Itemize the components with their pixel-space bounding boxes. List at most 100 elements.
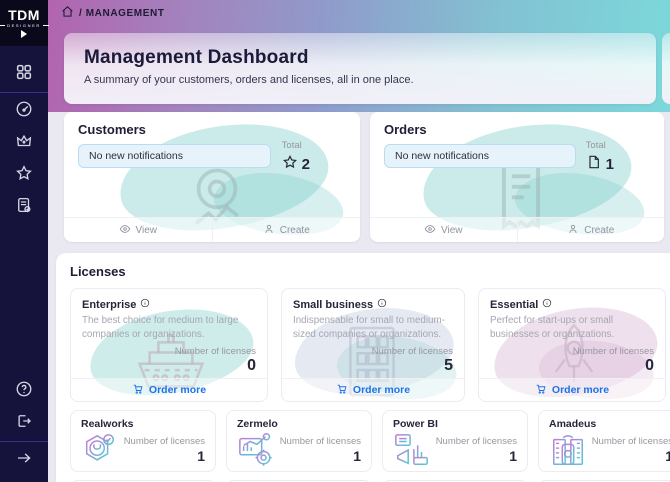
sidebar-divider	[0, 92, 48, 93]
product-card-powerbi[interactable]: Power BI Number of licenses 1	[382, 410, 528, 472]
plan-title-essential: Essential	[490, 298, 654, 311]
plan-description: Indispensable for small to medium-sized …	[293, 315, 445, 340]
sidebar-item-apps[interactable]	[0, 58, 48, 90]
plan-title-text: Essential	[490, 298, 539, 311]
licenses-panel: Licenses Enterprise The best choice for …	[56, 253, 670, 482]
zermelo-icon	[237, 432, 275, 466]
gauge-icon	[15, 100, 33, 123]
customers-view-button[interactable]: View	[64, 218, 212, 242]
next-banner-peek	[662, 33, 670, 104]
order-more-button-enterprise[interactable]: Order more	[71, 378, 267, 401]
document-total-icon	[586, 154, 602, 175]
plan-card-small-business: Small business Indispensable for small t…	[281, 288, 465, 402]
orders-total: Total 1	[586, 140, 614, 175]
page-subtitle: A summary of your customers, orders and …	[84, 74, 414, 86]
customers-card: Customers No new notifications Total 2 V…	[64, 112, 360, 242]
product-count-label: Number of licenses	[435, 436, 517, 447]
product-count-label: Number of licenses	[123, 436, 205, 447]
next-product-row	[70, 480, 670, 482]
product-count-value: 1	[353, 448, 361, 464]
help-button[interactable]	[0, 375, 48, 407]
star-total-icon	[282, 154, 298, 175]
plan-count-value: 0	[645, 357, 654, 374]
product-card-amadeus[interactable]: Amadeus Number of licenses 1	[538, 410, 670, 472]
sidebar-bottom	[0, 375, 48, 476]
help-icon	[15, 380, 33, 403]
product-count-value: 1	[665, 448, 670, 464]
plan-title-enterprise: Enterprise	[82, 298, 256, 311]
orders-view-button[interactable]: View	[370, 218, 517, 242]
customers-view-label: View	[135, 224, 158, 236]
info-icon[interactable]	[377, 298, 387, 311]
orders-create-button[interactable]: Create	[516, 218, 665, 242]
sidebar-item-premium[interactable]	[0, 127, 48, 159]
logo-subtitle: DESIGNER	[0, 23, 49, 28]
product-card-zermelo[interactable]: Zermelo Number of licenses 1	[226, 410, 372, 472]
order-more-label: Order more	[551, 384, 610, 396]
order-more-button-essential[interactable]: Order more	[479, 378, 665, 401]
orders-total-label: Total	[585, 140, 606, 151]
sidebar-item-favorites[interactable]	[0, 159, 48, 191]
app-logo[interactable]: TDM DESIGNER	[0, 0, 48, 46]
product-title: Power BI	[393, 418, 438, 430]
realworks-icon	[81, 432, 119, 466]
product-count-value: 1	[197, 448, 205, 464]
plan-title-text: Small business	[293, 298, 374, 311]
breadcrumb-path[interactable]: / MANAGEMENT	[79, 7, 165, 19]
cart-icon	[535, 383, 547, 398]
plan-count-label: Number of licenses	[572, 346, 654, 357]
order-more-button-small-business[interactable]: Order more	[282, 378, 464, 401]
eye-icon	[119, 223, 131, 238]
license-plans: Enterprise The best choice for medium to…	[70, 288, 668, 402]
product-count-value: 1	[509, 448, 517, 464]
plan-card-enterprise: Enterprise The best choice for medium to…	[70, 288, 268, 402]
orders-notification[interactable]: No new notifications	[384, 144, 576, 168]
order-more-label: Order more	[148, 384, 207, 396]
sidebar-item-dashboard[interactable]	[0, 95, 48, 127]
logo-play-icon	[21, 30, 27, 38]
amadeus-icon	[549, 432, 587, 466]
orders-card-title: Orders	[384, 122, 427, 137]
customers-total: Total 2	[282, 140, 310, 175]
plan-title-small-business: Small business	[293, 298, 453, 311]
product-count-label: Number of licenses	[279, 436, 361, 447]
powerbi-icon	[393, 432, 431, 466]
customers-create-label: Create	[279, 224, 310, 236]
plan-count-label: Number of licenses	[174, 346, 256, 357]
plan-count-value: 5	[444, 357, 453, 374]
product-title: Zermelo	[237, 418, 278, 430]
sidebar-divider-bottom	[0, 441, 48, 442]
collapse-sidebar-button[interactable]	[0, 444, 48, 476]
building-watermark-icon	[330, 315, 414, 401]
plan-count-label: Number of licenses	[371, 346, 453, 357]
star-icon	[15, 164, 33, 187]
cart-icon	[336, 383, 348, 398]
customers-total-value: 2	[301, 156, 310, 173]
main-content: / MANAGEMENT Management Dashboard A summ…	[48, 0, 670, 482]
sidebar: TDM DESIGNER	[0, 0, 48, 482]
breadcrumb: / MANAGEMENT	[61, 5, 165, 21]
home-icon[interactable]	[61, 5, 74, 21]
sidebar-nav	[0, 58, 48, 482]
info-icon[interactable]	[140, 298, 150, 311]
logout-icon	[15, 412, 33, 435]
plan-card-essential: Essential Perfect for start-ups or small…	[478, 288, 666, 402]
crown-icon	[15, 132, 33, 155]
product-count-label: Number of licenses	[591, 436, 670, 447]
license-document-icon	[15, 196, 33, 219]
info-icon[interactable]	[542, 298, 552, 311]
person-icon	[263, 223, 275, 238]
person-icon	[567, 223, 579, 238]
customers-card-title: Customers	[78, 122, 146, 137]
cart-icon	[132, 383, 144, 398]
customers-notification[interactable]: No new notifications	[78, 144, 271, 168]
logout-button[interactable]	[0, 407, 48, 439]
customers-create-button[interactable]: Create	[211, 218, 361, 242]
product-card-realworks[interactable]: Realworks Number of licenses 1	[70, 410, 216, 472]
orders-create-label: Create	[584, 224, 615, 236]
page-header-banner: Management Dashboard A summary of your c…	[64, 33, 656, 104]
product-title: Realworks	[81, 418, 134, 430]
product-title: Amadeus	[549, 418, 597, 430]
licenses-section-title: Licenses	[70, 264, 126, 279]
sidebar-item-licenses[interactable]	[0, 191, 48, 223]
